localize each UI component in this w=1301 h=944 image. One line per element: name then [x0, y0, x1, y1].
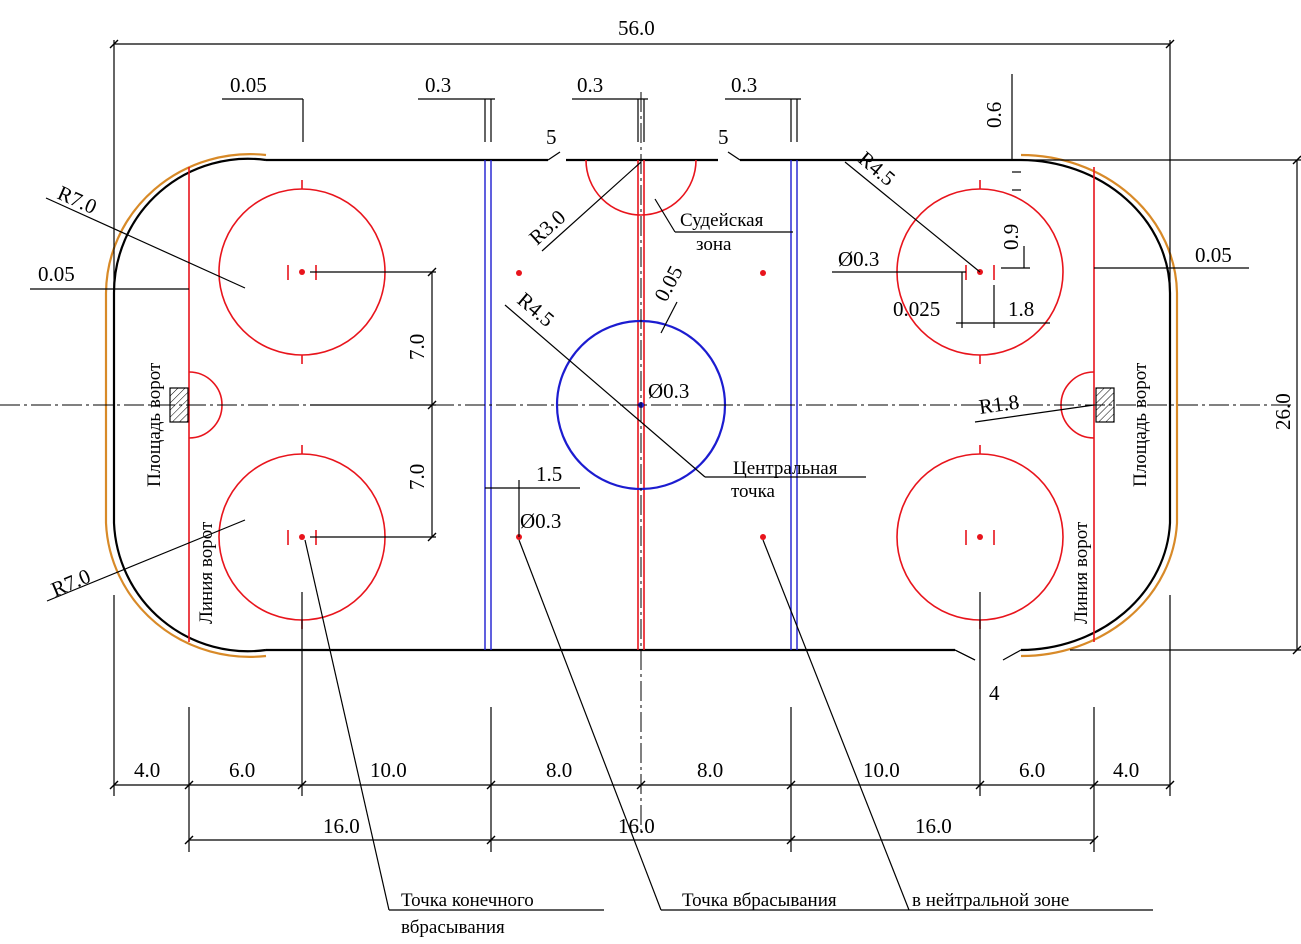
- dim-red-line-width: 0.3: [577, 73, 603, 97]
- dim-bottom-5: 8.0: [697, 758, 723, 782]
- dim-spot-offset-top: 7.0: [405, 334, 429, 360]
- neutral-spot-bottom-right: [760, 534, 766, 540]
- faceoff-spot: [977, 534, 983, 540]
- dim-bottom-3: 10.0: [370, 758, 407, 782]
- board-gate-left: [547, 151, 561, 161]
- label-center-point-1: Центральная: [733, 458, 838, 479]
- dim-top-right-offset: 0.6: [982, 102, 1006, 128]
- dim-center-spot: Ø0.3: [648, 379, 689, 403]
- dim-crease-radius: R1.8: [977, 390, 1020, 419]
- dim-neutral-offset: 1.5: [536, 462, 562, 486]
- dim-neutral-spot: Ø0.3: [520, 509, 561, 533]
- dim-hash-gap: 0.9: [999, 224, 1023, 250]
- label-center-point-2: точка: [731, 481, 776, 502]
- dim-goal-offset-right: 0.05: [1195, 243, 1232, 267]
- dimension-ticks: [109, 39, 1301, 845]
- dim-total-length: 56.0: [618, 16, 655, 40]
- dim-zone-2: 16.0: [618, 814, 655, 838]
- dim-bottom-4: 8.0: [546, 758, 572, 782]
- referee-crease: [585, 159, 697, 216]
- dim-bottom-1: 4.0: [134, 758, 160, 782]
- dimension-lines: [30, 40, 1301, 911]
- label-referee-zone-1: Судейская: [680, 210, 764, 231]
- dim-hash-distance: 1.8: [1008, 297, 1034, 321]
- dim-faceoff-radius: R4.5: [854, 146, 900, 190]
- dim-center-circle-radius: R4.5: [513, 287, 559, 331]
- dim-spot-offset-bottom: 7.0: [405, 464, 429, 490]
- neutral-spot-top-left: [516, 270, 522, 276]
- faceoff-spot: [299, 269, 305, 275]
- label-end-faceoff-1: Точка конечного: [401, 890, 534, 911]
- dim-center-circle-line: 0.05: [649, 262, 687, 306]
- board-left-end: [112, 157, 267, 653]
- dim-bottom-gap: 4: [989, 681, 1000, 705]
- dim-bottom-6: 10.0: [863, 758, 900, 782]
- board-gate-right: [727, 151, 741, 161]
- label-goal-line-left: Линия ворот: [196, 521, 217, 624]
- dim-line-width-left: 0.05: [230, 73, 267, 97]
- label-goal-crease-right: Площадь ворот: [1130, 362, 1151, 487]
- label-goal-line-right: Линия ворот: [1071, 521, 1092, 624]
- dim-bottom-7: 6.0: [1019, 758, 1045, 782]
- rink-outline: [104, 151, 1179, 661]
- dim-zone-3: 16.0: [915, 814, 952, 838]
- dim-total-width: 26.0: [1271, 393, 1295, 430]
- dim-zone-1: 16.0: [323, 814, 360, 838]
- dim-gap-right: 5: [718, 125, 729, 149]
- dim-blue-right-width: 0.3: [731, 73, 757, 97]
- dim-referee-radius: R3.0: [524, 205, 570, 250]
- board-left-padding: [104, 153, 267, 658]
- dim-bottom-2: 6.0: [229, 758, 255, 782]
- label-neutral-faceoff-1: Точка вбрасывания: [682, 890, 837, 911]
- dim-faceoff-spot: Ø0.3: [838, 247, 879, 271]
- label-neutral-faceoff-2: в нейтральной зоне: [912, 890, 1069, 911]
- faceoff-spot: [299, 534, 305, 540]
- label-goal-crease-left: Площадь ворот: [144, 362, 165, 487]
- dim-bottom-8: 4.0: [1113, 758, 1139, 782]
- dim-gap-left: 5: [546, 125, 557, 149]
- label-referee-zone-2: зона: [696, 234, 732, 255]
- label-end-faceoff-2: вбрасывания: [401, 917, 505, 938]
- dim-hash-offset: 0.025: [893, 297, 940, 321]
- neutral-spot-top-right: [760, 270, 766, 276]
- dim-corner-radius-top: R7.0: [54, 181, 101, 219]
- dim-blue-left-width: 0.3: [425, 73, 451, 97]
- dim-corner-radius-bottom: R7.0: [48, 564, 94, 602]
- board-right-padding: [1020, 153, 1179, 658]
- dim-goal-offset-left: 0.05: [38, 262, 75, 286]
